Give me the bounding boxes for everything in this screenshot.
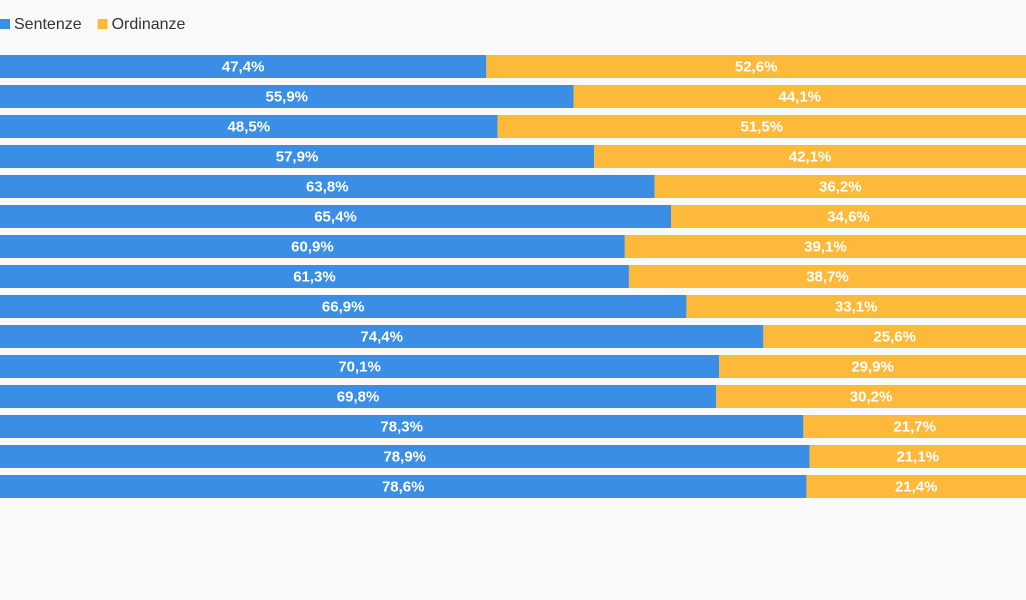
legend-swatch <box>0 19 10 29</box>
bar-label: 30,2% <box>850 388 893 405</box>
bar-label: 36,2% <box>819 178 862 195</box>
bar-label: 55,9% <box>265 88 308 105</box>
bar-segment <box>0 265 629 288</box>
bar-segment <box>0 175 655 198</box>
bar-segment <box>716 385 1026 408</box>
bar-label: 21,4% <box>895 478 938 495</box>
bar-label: 70,1% <box>338 358 381 375</box>
bar-segment <box>0 445 810 468</box>
bar-segment <box>624 235 1026 258</box>
bar-label: 78,6% <box>382 478 425 495</box>
bar-label: 48,5% <box>228 118 271 135</box>
bar-segment <box>573 85 1026 108</box>
bar-label: 66,9% <box>322 298 365 315</box>
bar-segment <box>0 115 498 138</box>
bar-segment <box>486 55 1026 78</box>
bar-label: 61,3% <box>293 268 336 285</box>
bar-segment <box>0 385 717 408</box>
bar-label: 44,1% <box>778 88 821 105</box>
bar-label: 21,1% <box>896 448 939 465</box>
bar-label: 51,5% <box>741 118 784 135</box>
bar-label: 21,7% <box>893 418 936 435</box>
bar-segment <box>0 415 804 438</box>
legend-text: Sentenze <box>14 16 82 33</box>
bar-label: 42,1% <box>789 148 832 165</box>
bar-label: 47,4% <box>222 58 265 75</box>
bar-segment <box>719 355 1026 378</box>
bar-segment <box>0 475 807 498</box>
bar-label: 74,4% <box>360 328 403 345</box>
bar-segment <box>806 475 1026 498</box>
bar-segment <box>0 85 574 108</box>
bar-segment <box>594 145 1026 168</box>
bar-label: 69,8% <box>337 388 380 405</box>
bar-segment <box>0 325 764 348</box>
bar-segment <box>0 145 595 168</box>
bar-label: 39,1% <box>804 238 847 255</box>
bar-label: 29,9% <box>851 358 894 375</box>
bar-segment <box>0 355 720 378</box>
bar-label: 34,6% <box>827 208 870 225</box>
bar-label: 78,3% <box>380 418 423 435</box>
bar-segment <box>497 115 1026 138</box>
bar-label: 52,6% <box>735 58 778 75</box>
bar-segment <box>803 415 1026 438</box>
bar-label: 63,8% <box>306 178 349 195</box>
bar-segment <box>0 55 487 78</box>
bar-label: 78,9% <box>383 448 426 465</box>
bar-segment <box>763 325 1026 348</box>
bar-label: 57,9% <box>276 148 319 165</box>
legend-swatch <box>97 19 108 29</box>
legend-text: Ordinanze <box>112 16 186 33</box>
bar-segment <box>686 295 1026 318</box>
bar-label: 38,7% <box>806 268 849 285</box>
bar-label: 60,9% <box>291 238 334 255</box>
bar-segment <box>628 265 1026 288</box>
bar-segment <box>0 295 687 318</box>
bar-segment <box>0 205 672 228</box>
bar-segment <box>0 235 625 258</box>
bar-label: 65,4% <box>314 208 357 225</box>
bar-segment <box>654 175 1026 198</box>
bar-label: 33,1% <box>835 298 878 315</box>
bar-segment <box>809 445 1026 468</box>
bar-label: 25,6% <box>873 328 916 345</box>
bar-segment <box>671 205 1026 228</box>
